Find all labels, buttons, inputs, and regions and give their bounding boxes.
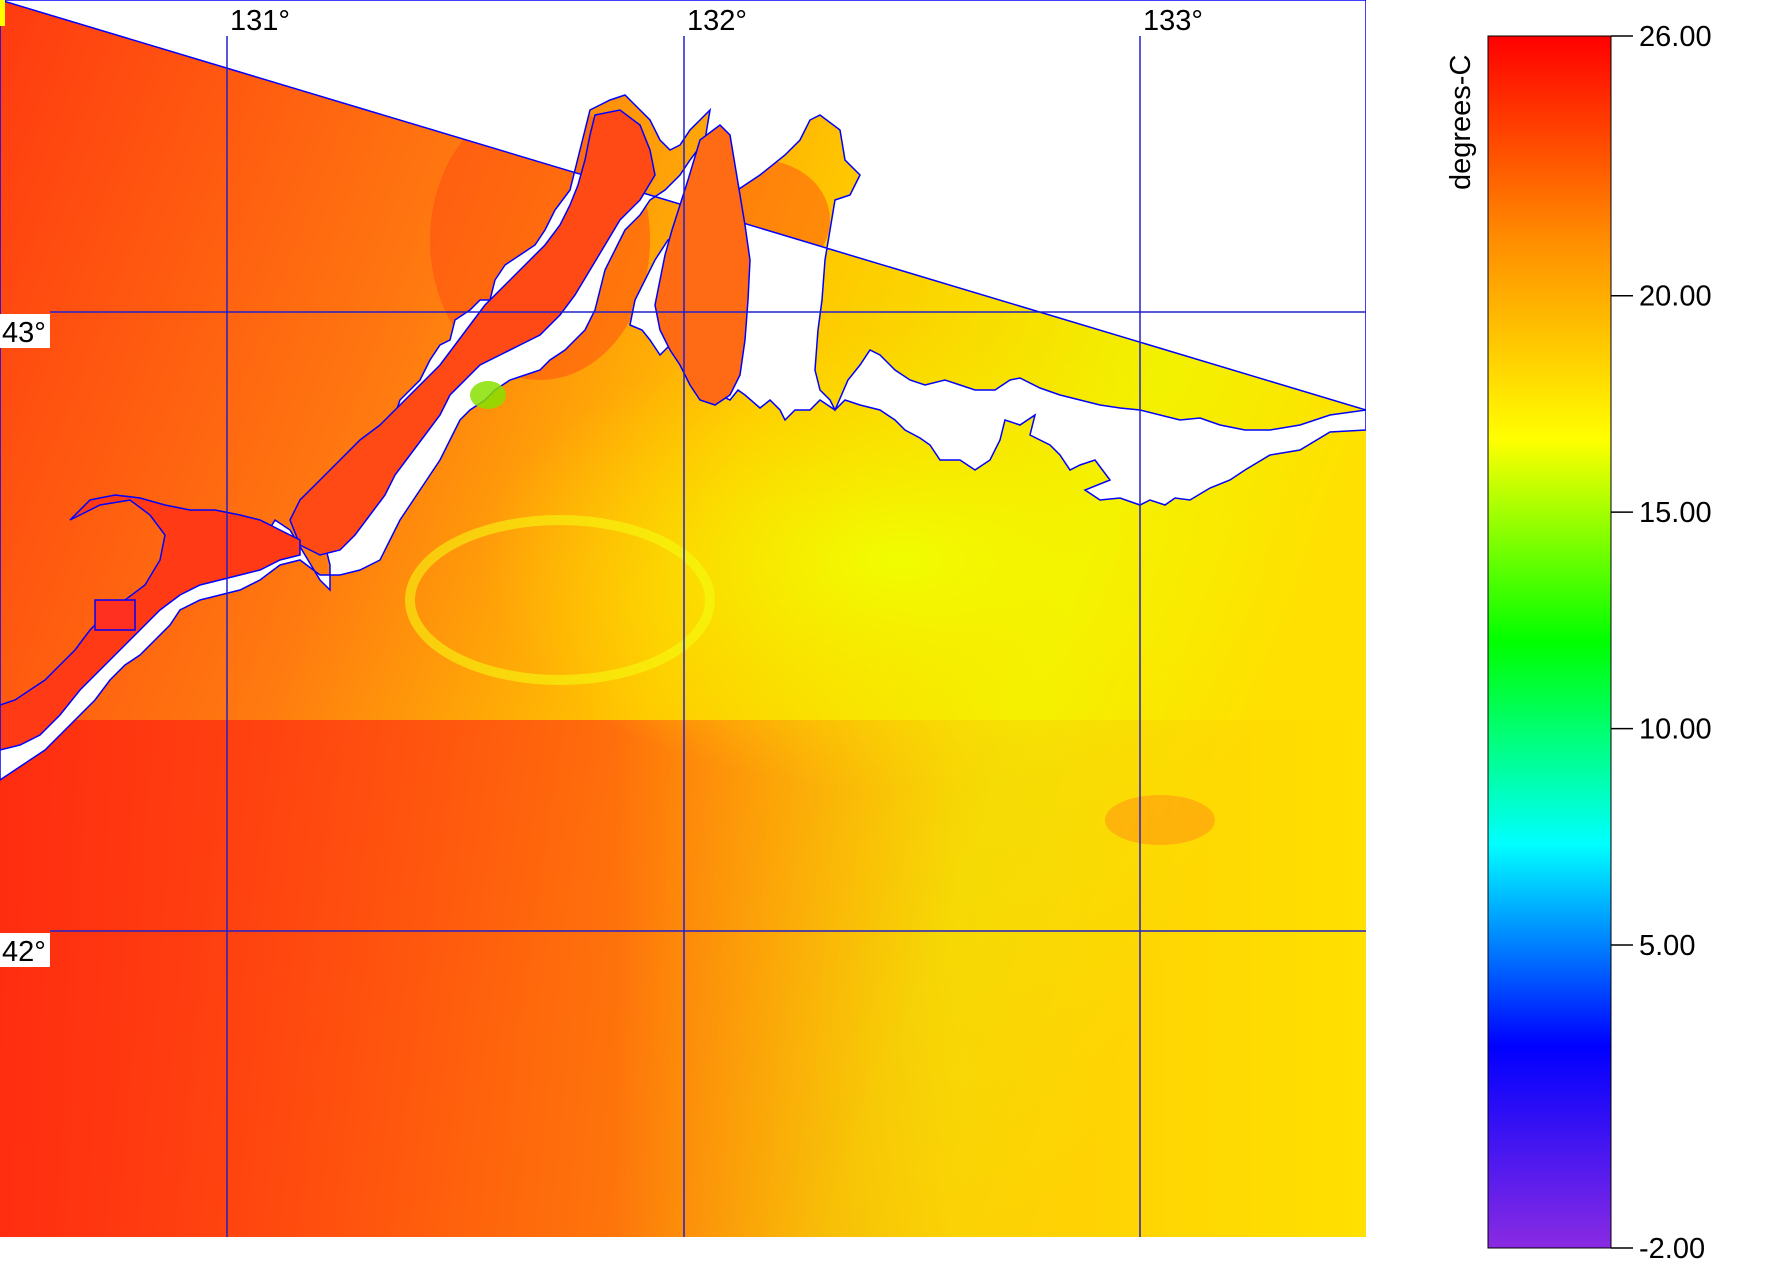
northwest-bay-water bbox=[289, 109, 656, 556]
small-island-water bbox=[94, 599, 136, 631]
corner-marker bbox=[0, 0, 5, 26]
graticule bbox=[50, 36, 1366, 1237]
central-bay-water bbox=[654, 124, 751, 406]
latitude-label-bg-42 bbox=[0, 933, 50, 967]
latitude-label-43: 43° bbox=[2, 317, 46, 349]
sst-field bbox=[0, 0, 1366, 1237]
eddy-ring bbox=[405, 515, 715, 685]
longitude-label-133: 133° bbox=[1143, 5, 1203, 37]
warm-patch bbox=[1105, 795, 1215, 845]
latitude-label-42: 42° bbox=[2, 936, 46, 968]
longitude-label-131: 131° bbox=[230, 5, 290, 37]
latitude-label-bg-43 bbox=[0, 314, 50, 348]
longitude-label-132: 132° bbox=[687, 5, 747, 37]
cool-spot bbox=[470, 381, 506, 409]
